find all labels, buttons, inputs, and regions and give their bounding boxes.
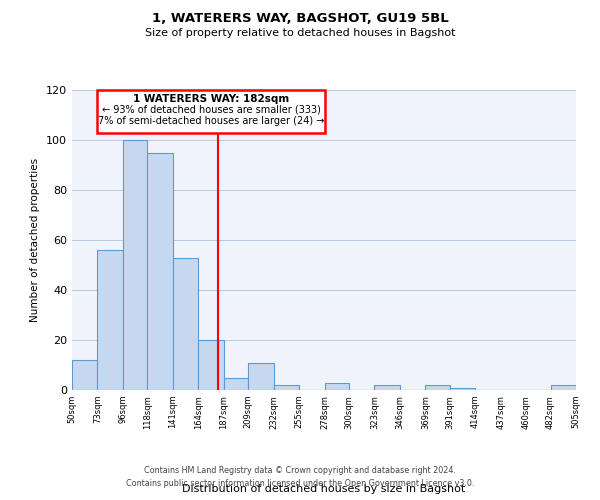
Bar [248, 362, 274, 390]
Bar [224, 378, 248, 390]
Bar [374, 385, 400, 390]
Bar [551, 385, 576, 390]
FancyBboxPatch shape [97, 90, 325, 132]
Text: Size of property relative to detached houses in Bagshot: Size of property relative to detached ho… [145, 28, 455, 38]
Y-axis label: Number of detached properties: Number of detached properties [31, 158, 40, 322]
Bar [325, 382, 349, 390]
Bar [173, 258, 198, 390]
X-axis label: Distribution of detached houses by size in Bagshot: Distribution of detached houses by size … [182, 484, 466, 494]
Bar [72, 360, 97, 390]
Text: Contains HM Land Registry data © Crown copyright and database right 2024.
Contai: Contains HM Land Registry data © Crown c… [126, 466, 474, 487]
Bar [148, 152, 173, 390]
Text: 1, WATERERS WAY, BAGSHOT, GU19 5BL: 1, WATERERS WAY, BAGSHOT, GU19 5BL [152, 12, 448, 26]
Bar [123, 140, 148, 390]
Bar [425, 385, 450, 390]
Text: ← 93% of detached houses are smaller (333): ← 93% of detached houses are smaller (33… [101, 105, 320, 115]
Bar [274, 385, 299, 390]
Text: 1 WATERERS WAY: 182sqm: 1 WATERERS WAY: 182sqm [133, 94, 289, 104]
Bar [97, 250, 123, 390]
Bar [198, 340, 224, 390]
Text: 7% of semi-detached houses are larger (24) →: 7% of semi-detached houses are larger (2… [98, 116, 324, 126]
Bar [450, 388, 475, 390]
